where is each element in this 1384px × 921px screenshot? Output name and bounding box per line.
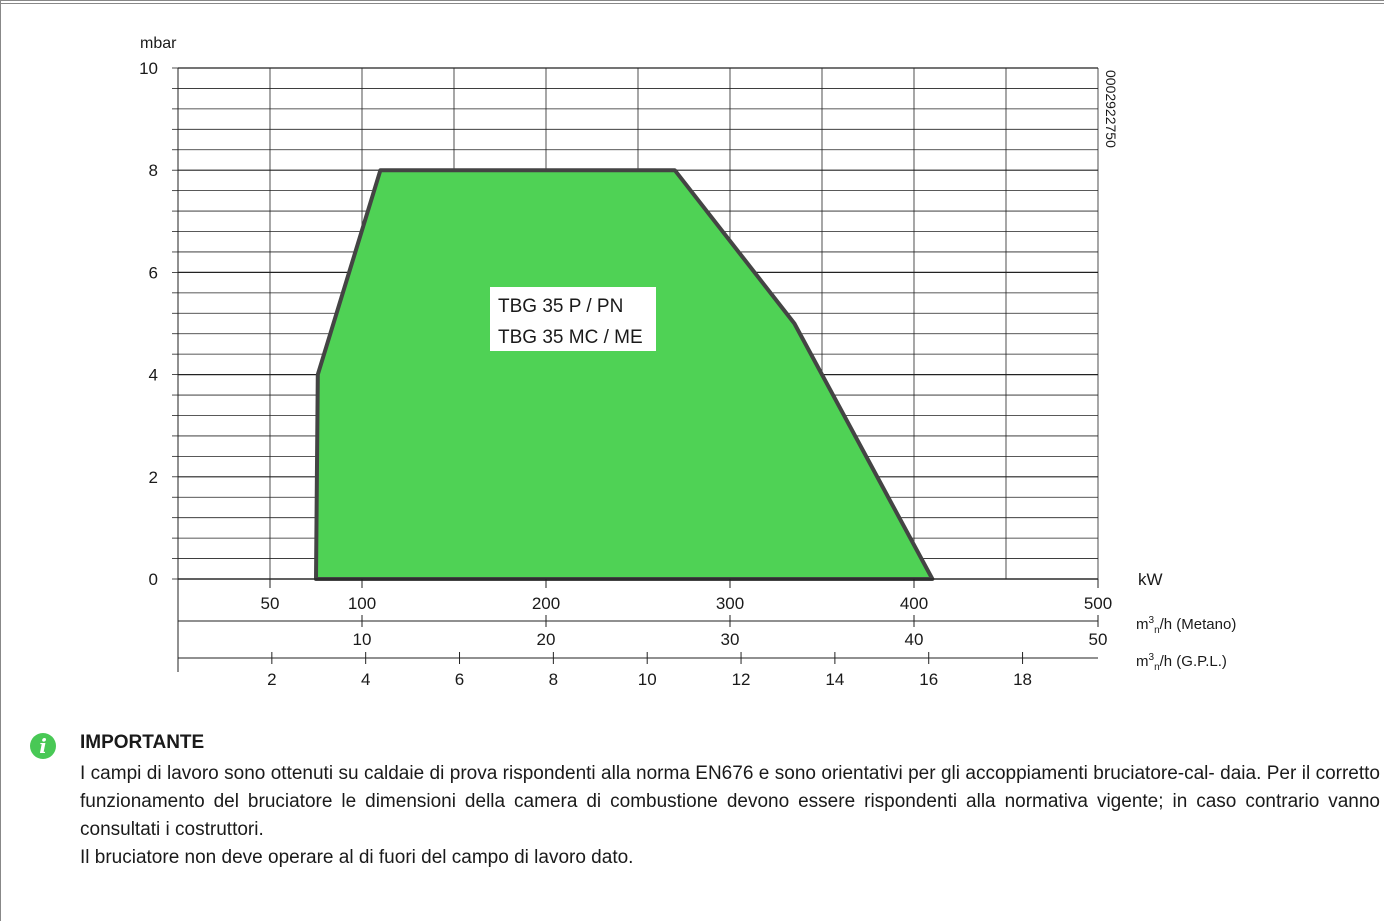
x-tick-label: 500 [1084,594,1112,613]
x-tick-label: 50 [261,594,280,613]
secondary-tick-label: 18 [1013,670,1032,689]
x-tick-label: 400 [900,594,928,613]
series-label-1: TBG 35 P / PN [498,296,623,317]
secondary-tick-label: 50 [1089,630,1108,649]
working-range-chart: TBG 35 P / PN TBG 35 MC / ME 0 2 4 6 8 10 mbar 00… [139,35,1236,689]
x-tick-label: 300 [716,594,744,613]
secondary-tick-label: 40 [905,630,924,649]
info-icon: i [30,733,56,759]
series-label-2: TBG 35 MC / ME [498,327,643,348]
secondary-tick-label: 8 [549,670,558,689]
series-label-box [490,287,656,351]
y-tick-label: 4 [149,366,158,385]
y-tick-label: 2 [149,468,158,487]
secondary-tick-label: 6 [455,670,464,689]
secondary-tick-label: 10 [638,670,657,689]
secondary-tick-label: 10 [353,630,372,649]
y-tick-label: 8 [149,161,158,180]
x-tick-label: 100 [348,594,376,613]
secondary-tick-label: 14 [825,670,844,689]
x-axis-title: kW [1138,570,1163,589]
secondary-axis-title: m3n/h (G.P.L.) [1136,652,1227,673]
secondary-tick-label: 4 [361,670,370,689]
drawing-code: 0002922750 [1103,70,1119,148]
notice-title: IMPORTANTE [80,732,205,753]
y-tick-label: 10 [139,59,158,78]
secondary-axis-title: m3n/h (Metano) [1136,615,1236,636]
secondary-tick-label: 2 [267,670,276,689]
notice-paragraph-2: Il bruciatore non deve operare al di fuo… [80,847,634,868]
notice-box: IMPORTANTE I campi di lavoro sono ottenu… [80,732,1380,872]
notice-paragraph-1: I campi di lavoro sono ottenuti su calda… [80,763,1380,840]
y-tick-label: 0 [149,570,158,589]
secondary-tick-label: 12 [732,670,751,689]
top-rule [0,3,1384,4]
secondary-tick-label: 30 [721,630,740,649]
secondary-tick-label: 16 [919,670,938,689]
y-tick-label: 6 [149,263,158,282]
x-tick-label: 200 [532,594,560,613]
secondary-tick-label: 20 [537,630,556,649]
y-axis-title: mbar [140,35,177,52]
